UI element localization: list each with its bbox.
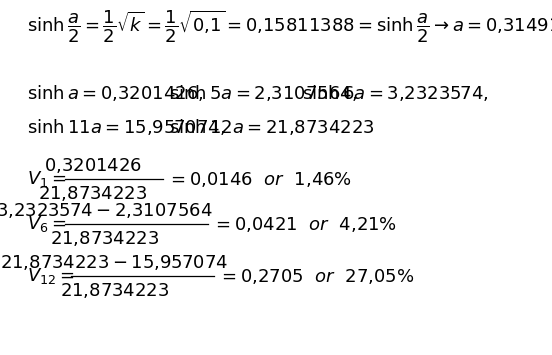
- Text: $= 0{,}2705 \ \ or \ \ 27{,}05\%$: $= 0{,}2705 \ \ or \ \ 27{,}05\%$: [218, 267, 415, 286]
- Text: $21{,}8734223$: $21{,}8734223$: [50, 229, 159, 248]
- Text: $\sinh 11a = 15{,}957074,$: $\sinh 11a = 15{,}957074,$: [28, 118, 226, 137]
- Text: $\sinh\dfrac{a}{2} = \dfrac{1}{2}\sqrt{k} = \dfrac{1}{2}\sqrt{0{,}1} = 0{,}15811: $\sinh\dfrac{a}{2} = \dfrac{1}{2}\sqrt{k…: [28, 9, 552, 45]
- Text: $\sinh 5a = 2{,}3107564,$: $\sinh 5a = 2{,}3107564,$: [169, 83, 357, 103]
- Text: $21{,}8734223 - 15{,}957074$: $21{,}8734223 - 15{,}957074$: [1, 253, 229, 272]
- Text: $= 0{,}0421 \ \ or \ \ 4{,}21\%$: $= 0{,}0421 \ \ or \ \ 4{,}21\%$: [212, 215, 397, 234]
- Text: $V_1 = $: $V_1 = $: [28, 169, 67, 189]
- Text: $\sinh 12a = 21{,}8734223$: $\sinh 12a = 21{,}8734223$: [169, 118, 375, 137]
- Text: $\sinh a = 0{,}3201426,$: $\sinh a = 0{,}3201426,$: [28, 83, 204, 103]
- Text: $21{,}8734223$: $21{,}8734223$: [60, 281, 169, 300]
- Text: $= 0{,}0146 \ \ or \ \ 1{,}46\%$: $= 0{,}0146 \ \ or \ \ 1{,}46\%$: [167, 170, 352, 189]
- Text: $0{,}3201426$: $0{,}3201426$: [44, 156, 142, 175]
- Text: $3{,}2323574 - 2{,}3107564$: $3{,}2323574 - 2{,}3107564$: [0, 201, 213, 220]
- Text: $V_{12} = $: $V_{12} = $: [28, 266, 75, 286]
- Text: $21{,}8734223$: $21{,}8734223$: [38, 184, 147, 203]
- Text: $\sinh 6a = 3{,}2323574,$: $\sinh 6a = 3{,}2323574,$: [302, 83, 489, 103]
- Text: $V_6 = $: $V_6 = $: [28, 214, 67, 234]
